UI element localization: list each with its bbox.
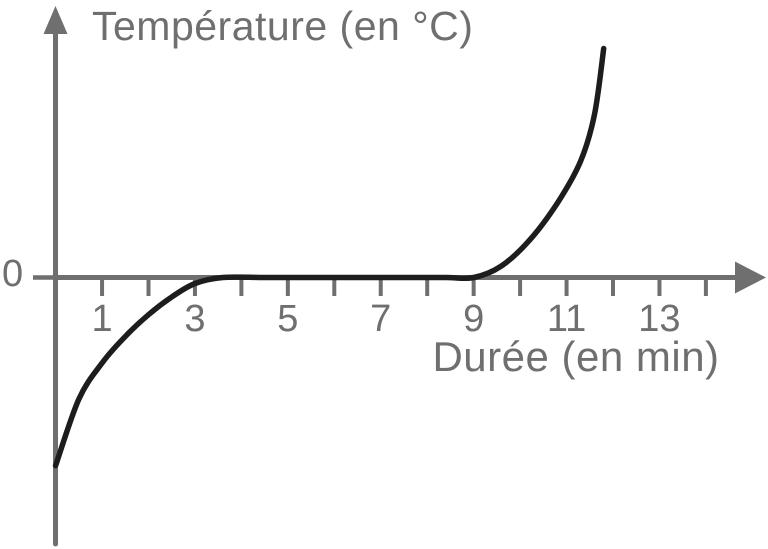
x-tick-label: 11 (546, 298, 587, 340)
x-tick-label: 5 (277, 298, 299, 340)
y-axis-title: Température (en °C) (92, 3, 474, 49)
x-tick-label: 13 (638, 298, 681, 340)
x-tick-label: 3 (184, 298, 206, 340)
x-tick-label: 9 (463, 298, 485, 340)
x-axis-arrow-icon (735, 261, 766, 294)
temperature-curve (52, 45, 607, 469)
x-tick-label: 7 (370, 298, 392, 340)
y-axis-arrow-icon (43, 6, 68, 34)
x-axis-title: Durée (en min) (432, 333, 720, 380)
x-ticks (100, 277, 708, 296)
x-tick-label: 1 (91, 298, 113, 340)
origin-zero-label: 0 (2, 253, 24, 295)
